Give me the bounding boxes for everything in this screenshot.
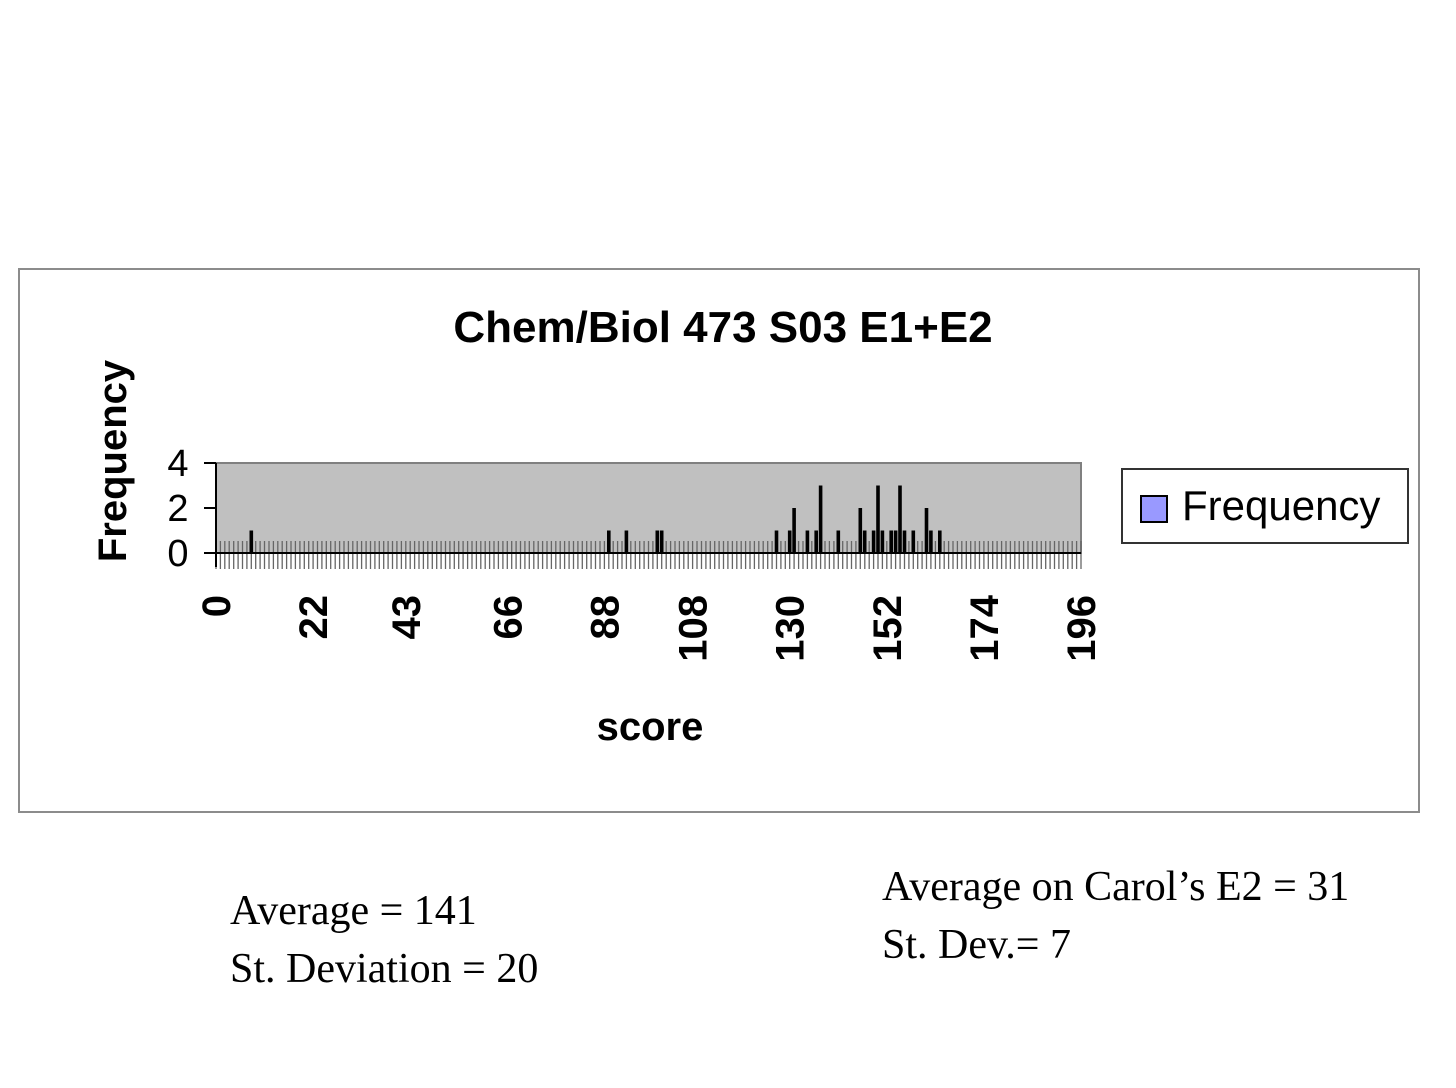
legend: Frequency bbox=[1121, 468, 1409, 544]
x-axis-title: score bbox=[597, 705, 704, 749]
bar bbox=[624, 530, 629, 553]
carol-average-text: Average on Carol’s E2 = 31 bbox=[882, 864, 1350, 910]
bar bbox=[924, 508, 929, 553]
x-tick-label: 174 bbox=[963, 594, 1007, 661]
bar bbox=[929, 530, 933, 553]
bar bbox=[249, 530, 254, 553]
bar bbox=[911, 530, 916, 553]
bar bbox=[880, 530, 885, 553]
bar bbox=[814, 530, 818, 553]
bar bbox=[607, 530, 611, 553]
bar bbox=[818, 485, 823, 553]
x-tick-label: 43 bbox=[385, 595, 429, 640]
y-tick-label: 0 bbox=[167, 533, 188, 575]
carol-st-dev-text: St. Dev.= 7 bbox=[882, 922, 1071, 968]
bars bbox=[249, 485, 942, 553]
bar bbox=[836, 530, 841, 553]
bar bbox=[902, 530, 907, 553]
bar bbox=[792, 508, 796, 553]
plot-area bbox=[215, 462, 1082, 554]
legend-label: Frequency bbox=[1182, 482, 1380, 529]
st-deviation-text: St. Deviation = 20 bbox=[230, 946, 539, 992]
y-axis: 024 bbox=[167, 443, 217, 575]
chart-title: Chem/Biol 473 S03 E1+E2 bbox=[453, 303, 992, 352]
legend-box bbox=[1121, 468, 1409, 544]
x-tick-label: 152 bbox=[866, 595, 910, 662]
bar bbox=[889, 530, 893, 553]
x-tick-label: 0 bbox=[195, 595, 239, 617]
average-text: Average = 141 bbox=[230, 888, 477, 934]
x-tick-label: 196 bbox=[1060, 595, 1104, 662]
class-statistics: Average = 141 St. Deviation = 20 bbox=[230, 882, 538, 998]
y-axis-title: Frequency bbox=[91, 359, 135, 562]
x-tick-label: 66 bbox=[486, 595, 530, 640]
bar bbox=[858, 508, 863, 553]
bar bbox=[787, 530, 792, 553]
bar bbox=[774, 530, 779, 553]
x-tick-label: 130 bbox=[769, 595, 813, 662]
x-axis: 0 22 43 66 88 108 130 152 174 196 bbox=[195, 552, 1104, 662]
bar bbox=[893, 530, 898, 553]
bar bbox=[805, 530, 810, 553]
frequency-chart: Chem/Biol 473 S03 E1+E2 024 0 22 43 66 88 108… bbox=[91, 303, 1409, 749]
legend-key-swatch bbox=[1140, 495, 1168, 523]
bar bbox=[659, 530, 664, 553]
carol-statistics: Average on Carol’s E2 = 31 St. Dev.= 7 bbox=[882, 858, 1349, 974]
x-tick-label: 108 bbox=[672, 595, 716, 662]
bar bbox=[862, 530, 867, 553]
x-tick-label: 22 bbox=[292, 595, 336, 640]
bar bbox=[898, 485, 902, 553]
y-tick-label: 2 bbox=[167, 488, 188, 530]
bar bbox=[871, 530, 876, 553]
bar bbox=[876, 485, 880, 553]
bar bbox=[938, 530, 942, 553]
x-tick-label: 88 bbox=[583, 595, 627, 640]
y-tick-label: 4 bbox=[167, 443, 188, 485]
bar bbox=[655, 530, 660, 553]
